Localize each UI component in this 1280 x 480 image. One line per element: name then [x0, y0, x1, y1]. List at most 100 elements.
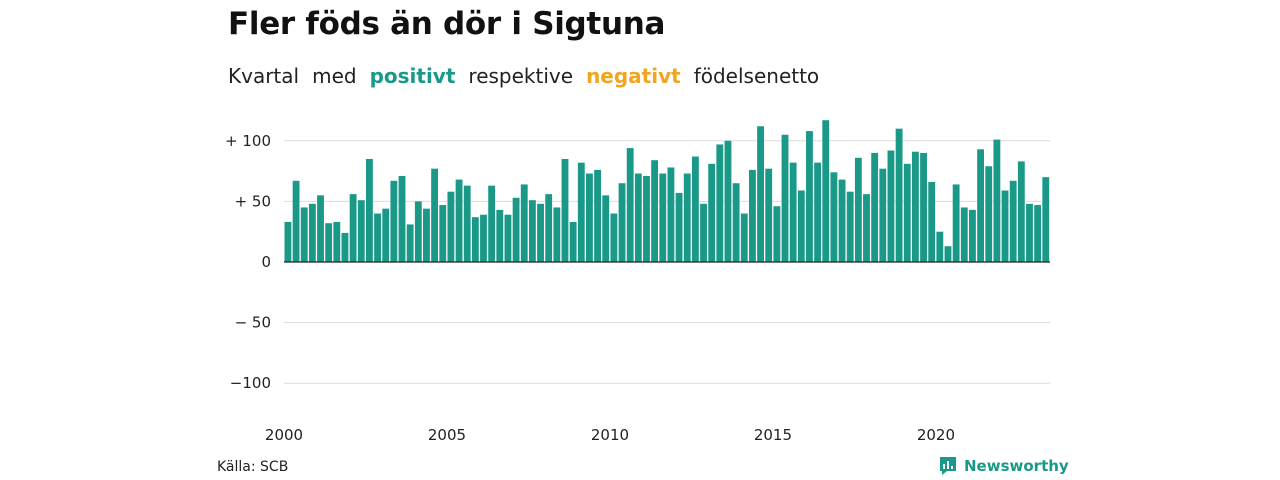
x-tick-label: 2000 [265, 426, 303, 444]
bar [822, 120, 830, 262]
bar [349, 194, 357, 262]
bar [683, 173, 691, 262]
bar [463, 185, 471, 262]
bar [292, 180, 300, 262]
bar [455, 179, 463, 262]
bar [806, 131, 813, 262]
bar [740, 213, 748, 262]
x-tick-label: 2005 [428, 426, 466, 444]
y-axis-ticks: + 100 + 50 0 − 50 −100 [225, 132, 271, 392]
bar [284, 222, 292, 262]
bar [561, 158, 569, 262]
bar [928, 182, 936, 262]
bar [374, 213, 381, 262]
newsworthy-logo-icon [940, 457, 956, 475]
subtitle-word: respektive [468, 64, 574, 88]
bar [643, 175, 650, 262]
bar [765, 168, 773, 262]
bar [471, 217, 479, 262]
y-tick-label: 0 [261, 253, 271, 271]
bar [317, 195, 324, 262]
y-tick-label: + 100 [225, 132, 271, 150]
chart-subtitle: Kvartal med positivt respektive negativt föde… [228, 64, 832, 88]
bar [887, 150, 895, 262]
bar [667, 167, 675, 262]
bar [748, 169, 756, 262]
bar [520, 184, 528, 262]
brand-name: Newsworthy [964, 457, 1069, 475]
bar [871, 152, 879, 262]
bar [773, 206, 781, 262]
bar [854, 157, 862, 262]
x-tick-label: 2010 [591, 426, 629, 444]
x-tick-label: 2015 [754, 426, 792, 444]
bar [618, 183, 626, 262]
bar [610, 213, 618, 262]
bar [626, 148, 634, 262]
bar [447, 191, 455, 262]
bar [365, 158, 373, 262]
bar [594, 169, 602, 262]
x-tick-label: 2020 [917, 426, 955, 444]
bar [1026, 203, 1033, 262]
bar [724, 140, 732, 262]
bar [960, 207, 968, 262]
bar [300, 207, 308, 262]
bar [341, 232, 349, 262]
bar [586, 173, 593, 262]
bar [545, 194, 553, 262]
subtitle-word: födelsenetto [693, 64, 820, 88]
bar [879, 168, 887, 262]
bar [1034, 205, 1042, 262]
bar [406, 224, 414, 262]
y-tick-label: − 50 [235, 314, 271, 332]
bar [659, 173, 667, 262]
bar [700, 203, 707, 262]
bars [284, 120, 1050, 262]
bar [903, 163, 911, 262]
bar [675, 192, 683, 262]
subtitle-positive-label: positivt [369, 64, 456, 88]
bar [708, 163, 716, 262]
subtitle-negative-label: negativt [586, 64, 681, 88]
bar [651, 160, 659, 262]
bar [863, 194, 870, 262]
bar [911, 151, 919, 262]
bar [977, 149, 985, 262]
chart-title: Fler föds än dör i Sigtuna [228, 6, 666, 42]
bar [390, 180, 398, 262]
source-note: Källa: SCB [217, 459, 289, 475]
bar [691, 156, 699, 262]
bar [1042, 177, 1050, 262]
bar [325, 223, 333, 262]
bar [952, 184, 960, 262]
bar [895, 128, 903, 262]
bar [797, 190, 805, 262]
bar [716, 144, 724, 262]
newsworthy-logo[interactable]: Newsworthy [938, 456, 1069, 476]
bar [414, 201, 422, 262]
bar [1009, 180, 1017, 262]
bar [757, 126, 764, 262]
bar [577, 162, 585, 262]
bar [781, 134, 789, 262]
bar [357, 200, 365, 262]
bar [634, 173, 642, 262]
x-axis-ticks: 2000 2005 2010 2015 2020 [265, 426, 955, 444]
bar [333, 222, 341, 262]
bar [985, 166, 993, 262]
bar [553, 207, 561, 262]
bar [504, 214, 512, 262]
bar [936, 231, 944, 262]
bar [382, 208, 390, 262]
bar [480, 214, 487, 262]
bar [308, 203, 316, 262]
y-tick-label: −100 [230, 374, 271, 392]
bar [602, 195, 610, 262]
bar [488, 185, 496, 262]
bar [398, 175, 406, 262]
bar [789, 162, 797, 262]
bar [838, 179, 846, 262]
subtitle-word: med [312, 64, 357, 88]
